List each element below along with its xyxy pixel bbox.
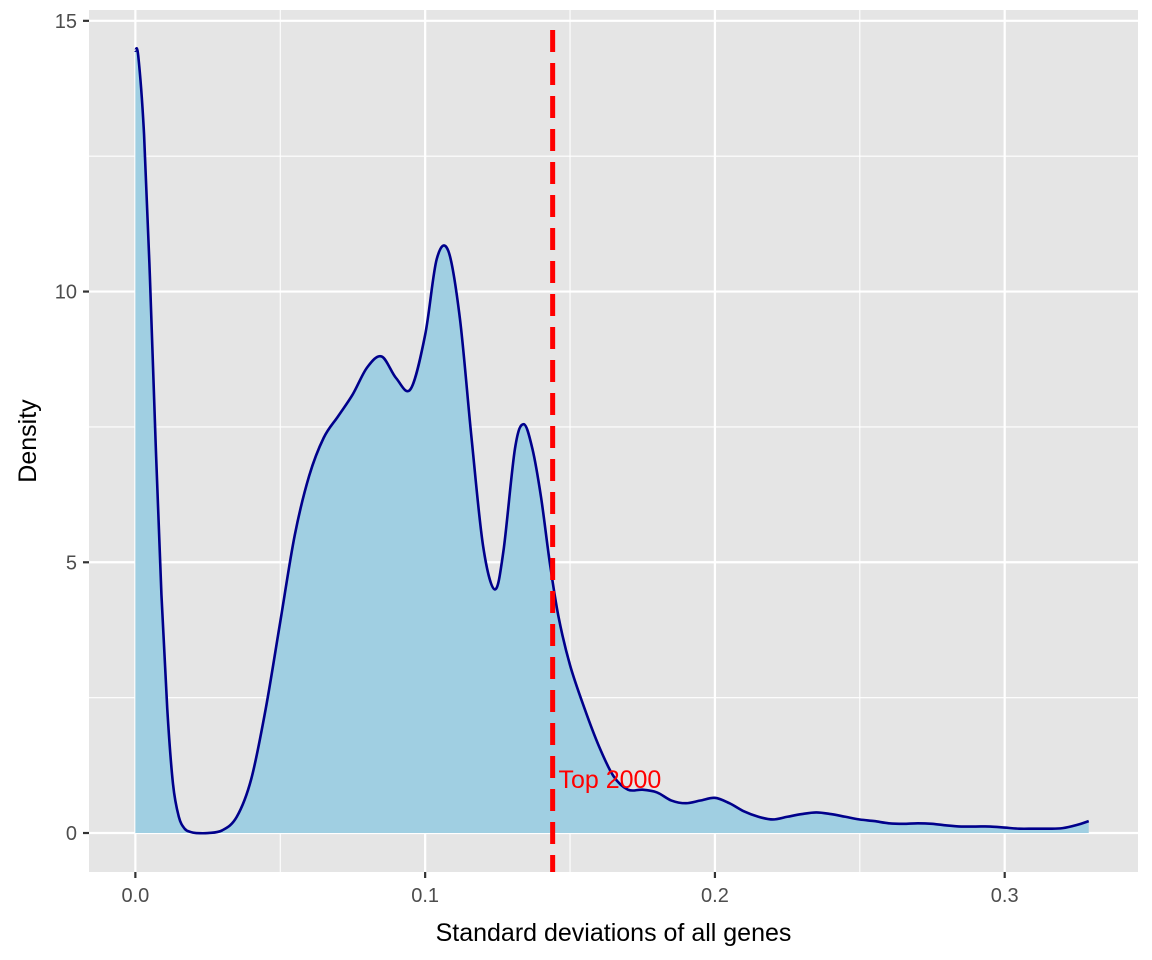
x-tick-label: 0.3 — [991, 885, 1019, 907]
y-tick-label: 0 — [66, 823, 77, 845]
x-tick-label: 0.2 — [701, 885, 729, 907]
x-tick-label: 0.1 — [411, 885, 439, 907]
y-axis-title: Density — [14, 399, 42, 483]
x-axis-title: Standard deviations of all genes — [436, 919, 792, 947]
plot-panel — [89, 10, 1138, 872]
y-tick-label: 5 — [66, 552, 77, 574]
density-area — [135, 48, 1089, 834]
annotation-top-2000: Top 2000 — [558, 766, 661, 794]
y-tick-label: 10 — [55, 282, 77, 304]
density-curve — [134, 47, 1090, 835]
axis-layer: 0.0 0.1 0.2 0.3 0 5 10 15 — [55, 11, 1019, 907]
x-tick-label: 0.0 — [121, 885, 149, 907]
data-layer: Top 2000 — [134, 30, 1090, 872]
y-tick-label: 15 — [55, 11, 77, 33]
